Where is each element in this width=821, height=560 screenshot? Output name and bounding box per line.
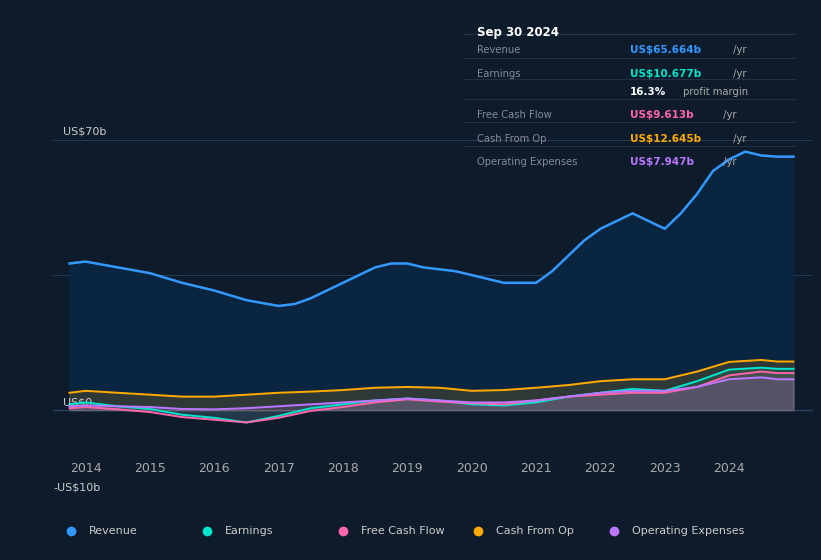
Text: Cash From Op: Cash From Op (496, 526, 574, 535)
Text: Cash From Op: Cash From Op (477, 133, 547, 143)
Text: Operating Expenses: Operating Expenses (632, 526, 745, 535)
Text: 16.3%: 16.3% (631, 87, 667, 97)
Text: Operating Expenses: Operating Expenses (477, 157, 578, 167)
Text: US$70b: US$70b (63, 126, 107, 136)
Text: US$65.664b: US$65.664b (631, 45, 701, 55)
Text: Free Cash Flow: Free Cash Flow (477, 110, 552, 120)
Text: /yr: /yr (720, 110, 736, 120)
Text: /yr: /yr (730, 45, 746, 55)
Text: Revenue: Revenue (89, 526, 138, 535)
Text: profit margin: profit margin (680, 87, 748, 97)
Text: US$0: US$0 (63, 397, 92, 407)
Text: /yr: /yr (730, 69, 746, 78)
Text: -US$10b: -US$10b (53, 482, 101, 492)
Text: Earnings: Earnings (477, 69, 521, 78)
Text: /yr: /yr (730, 133, 746, 143)
Text: /yr: /yr (720, 157, 736, 167)
Text: Earnings: Earnings (225, 526, 273, 535)
Text: US$12.645b: US$12.645b (631, 133, 701, 143)
Text: Free Cash Flow: Free Cash Flow (360, 526, 444, 535)
Text: Revenue: Revenue (477, 45, 521, 55)
Text: Sep 30 2024: Sep 30 2024 (477, 26, 559, 39)
Text: US$7.947b: US$7.947b (631, 157, 694, 167)
Text: US$10.677b: US$10.677b (631, 69, 701, 78)
Text: US$9.613b: US$9.613b (631, 110, 694, 120)
